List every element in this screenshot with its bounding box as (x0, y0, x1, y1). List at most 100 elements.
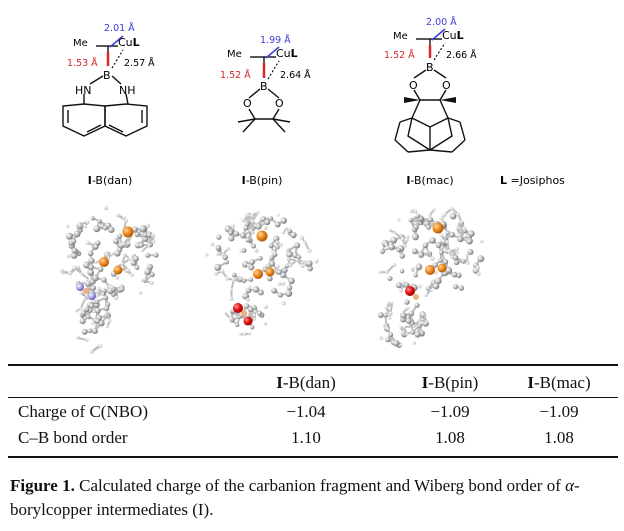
oxygen-atom (243, 316, 253, 326)
carbon-atom (268, 216, 274, 221)
carbon-atom (138, 242, 144, 248)
carbon-atom (288, 277, 295, 285)
hydrogen-atom (110, 252, 114, 256)
carbon-atom (461, 258, 467, 264)
carbon-atom (396, 247, 401, 253)
hydrogen-atom (66, 224, 70, 229)
hydrogen-atom (428, 213, 432, 217)
hydrogen-atom (247, 285, 252, 289)
phosphorus-atom (256, 230, 268, 242)
hydrogen-atom (263, 304, 269, 310)
carbon-atom (395, 282, 403, 289)
hydrogen-atom (239, 248, 244, 253)
hydrogen-atom (272, 251, 277, 256)
hydrogen-atom (254, 248, 259, 253)
carbon-atom (134, 231, 140, 238)
carbon-atom (134, 265, 140, 270)
pin-oxygen-2: O (275, 97, 284, 110)
hydrogen-atom (97, 286, 101, 291)
carbon-atom (146, 263, 154, 271)
carbon-atom (92, 274, 99, 282)
hydrogen-atom (430, 256, 435, 261)
hydrogen-atom (286, 257, 291, 261)
render-mac (377, 206, 485, 349)
carbon-atom (247, 306, 254, 313)
carbon-atom (241, 278, 247, 284)
carbon-atom (418, 252, 424, 258)
carbon-atom (108, 226, 115, 233)
hydrogen-atom (124, 218, 129, 223)
hydrogen-atom (401, 311, 405, 315)
hydrogen-atom (225, 276, 230, 281)
hydrogen-atom (385, 270, 389, 275)
mac-ccu-distance: 2.00 Å (426, 16, 457, 28)
caption-text-3: ). (203, 500, 214, 519)
bond-stick (79, 299, 86, 310)
hydrogen-atom (85, 338, 89, 342)
carbon-atom (414, 302, 420, 308)
hydrogen-atom (76, 265, 80, 269)
boron-atom (413, 294, 419, 300)
hydrogen-atom (103, 206, 109, 211)
hydrogen-atom (79, 307, 83, 311)
hydrogen-atom (229, 288, 233, 292)
table-bottom-rule (8, 456, 618, 458)
carbon-atom (413, 224, 419, 230)
carbon-atom (408, 310, 415, 317)
hydrogen-atom (128, 257, 132, 261)
hydrogen-atom (399, 288, 403, 293)
carbon-atom (467, 248, 474, 256)
hydrogen-atom (107, 256, 111, 260)
hydrogen-atom (241, 218, 246, 223)
hydrogen-atom (432, 208, 436, 212)
table-header-mac: I-B(mac) (527, 373, 591, 392)
carbon-atom (153, 252, 159, 258)
carbon-atom (87, 328, 93, 334)
carbon-atom (449, 212, 457, 220)
hydrogen-atom (459, 220, 464, 224)
carbon-atom (427, 217, 434, 223)
hydrogen-atom (425, 250, 429, 254)
hydrogen-atom (75, 308, 79, 313)
carbon-atom (235, 322, 240, 327)
mac-oxygen-2: O (442, 79, 451, 92)
phosphorus-atom (437, 263, 447, 273)
pin-cb-distance: 1.52 Å (220, 69, 251, 81)
dan-ccu-distance: 2.01 Å (104, 22, 135, 34)
structure-dan: Me CuL 2.01 Å 1.53 Å 2.57 Å B HN NH I-B(… (62, 22, 155, 187)
hydrogen-atom (244, 219, 248, 223)
hydrogen-atom (68, 271, 73, 276)
hydrogen-atom (387, 313, 391, 317)
hydrogen-atom (393, 231, 397, 235)
carbon-atom (101, 276, 107, 283)
hydrogen-atom (275, 240, 280, 244)
boron-atom (241, 310, 247, 316)
hydrogen-atom (226, 246, 230, 251)
hydrogen-atom (83, 224, 88, 229)
hydrogen-atom (108, 319, 112, 323)
phosphorus-atom (432, 222, 444, 234)
carbon-atom (286, 251, 293, 258)
hydrogen-atom (121, 241, 126, 246)
hydrogen-atom (476, 272, 481, 276)
hydrogen-atom (228, 316, 233, 321)
carbon-atom (98, 266, 104, 272)
carbon-atom (410, 330, 415, 335)
carbon-atom (273, 235, 280, 242)
carbon-atom (453, 259, 460, 266)
structure-pin: Me CuL 1.99 Å 1.52 Å 2.64 Å B O O I-B(pi… (220, 34, 311, 187)
hydrogen-atom (105, 310, 109, 315)
carbon-atom (274, 221, 281, 228)
carbon-atom (132, 255, 139, 262)
carbon-atom (438, 258, 444, 263)
carbon-atom (432, 282, 440, 290)
hydrogen-atom (384, 305, 389, 310)
bond-order-dan: 1.10 (291, 428, 321, 447)
hydrogen-atom (456, 212, 461, 217)
carbon-atom (71, 238, 77, 244)
charge-pin: −1.09 (430, 402, 470, 421)
caption-label: Figure 1. (10, 476, 75, 495)
bond-order-pin: 1.08 (435, 428, 465, 447)
carbon-atom (249, 258, 256, 265)
hydrogen-atom (417, 318, 422, 322)
